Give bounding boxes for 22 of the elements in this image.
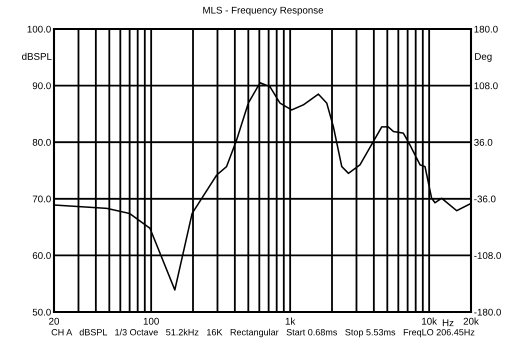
y2-tick-label: 36.0 [474, 138, 492, 146]
y2-axis-title: Deg [475, 53, 492, 62]
y-tick-label: 100.0 [28, 26, 51, 33]
x-tick-label: 100 [144, 318, 159, 325]
y2-tick-label: -108.0 [474, 252, 501, 260]
y2-tick-label: -180.0 [474, 308, 501, 316]
x-tick-label: 20 [49, 318, 60, 325]
x-axis-title: Hz [442, 319, 454, 326]
x-tick-label: 20k [464, 318, 479, 325]
y2-tick-label: -36.0 [474, 196, 496, 202]
chart-title: MLS - Frequency Response [203, 6, 324, 16]
x-tick-label: 10k [422, 318, 438, 325]
y-tick-label: 80.0 [32, 138, 51, 146]
y-axis-title: dBSPL [22, 52, 52, 60]
y2-tick-label: 180.0 [474, 26, 498, 33]
y-tick-label: 50.0 [32, 308, 51, 316]
x-tick-label: 1k [286, 318, 296, 325]
text: CH A dBSPL 1/3 Octave 51.2kHz 16K Rectangular Start 0.68ms Stop 5.53ms FreqLO 206.45Hz [52, 328, 474, 338]
y-tick-label: 90.0 [32, 82, 51, 90]
y2-tick-label: 108.0 [474, 82, 498, 90]
y-tick-label: 70.0 [32, 196, 51, 202]
y-tick-label: 60.0 [32, 252, 51, 260]
